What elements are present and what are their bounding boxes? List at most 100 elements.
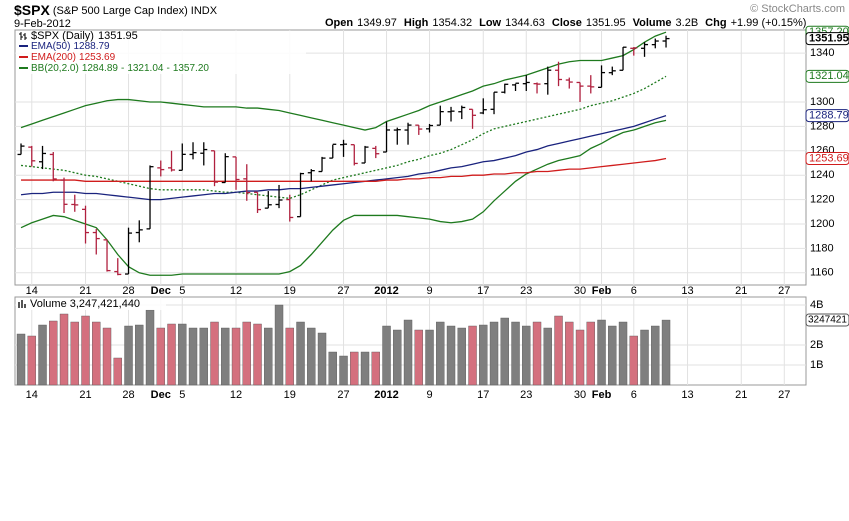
y-tick-label: 1160	[810, 267, 834, 279]
volume-bar	[554, 315, 563, 386]
y-tick-label: 4B	[810, 299, 823, 311]
change-label: Chg	[705, 17, 726, 29]
legend-value: 1357.20	[173, 63, 210, 74]
volume-bar	[597, 319, 606, 386]
y-tick-label: 1280	[810, 120, 834, 132]
legend-ema200: EMA(200) 1253.69	[31, 52, 116, 63]
volume-bar	[156, 327, 165, 386]
last-value-label: 3247421	[808, 315, 847, 326]
y-tick-label: 1200	[810, 218, 834, 230]
subtitle: (S&P 500 Large Cap Index)	[53, 5, 188, 17]
legend-separator: -	[121, 63, 124, 74]
volume-bar	[92, 321, 101, 386]
volume-bar	[457, 327, 466, 386]
x-tick-label: 21	[79, 389, 91, 401]
x-tick-label: 28	[122, 389, 134, 401]
volume-bar	[253, 323, 262, 386]
volume-bar	[145, 309, 155, 386]
x-tick-label: 30	[574, 389, 586, 401]
last-value-label: 1253.69	[809, 152, 849, 164]
volume-title: Volume	[30, 298, 67, 310]
volume-label: Volume	[633, 17, 672, 29]
volume-bar	[543, 327, 552, 386]
x-tick-label: 14	[26, 389, 38, 401]
x-tick-label: 28	[122, 285, 134, 297]
x-tick-label: 9	[426, 285, 432, 297]
last-value-box	[805, 109, 849, 123]
last-value-label: 1288.79	[809, 110, 849, 122]
x-tick-label: 17	[477, 285, 489, 297]
volume-bar	[210, 321, 219, 386]
x-tick-label: Dec	[151, 389, 171, 401]
volume-bar	[586, 321, 595, 386]
volume-bar	[382, 325, 391, 386]
last-value-box	[805, 151, 849, 165]
volume-bar	[296, 321, 305, 386]
volume-bar	[274, 304, 284, 386]
legend-name: EMA(200)	[31, 52, 76, 63]
quote-line: Open 1349.97 High 1354.32 Low 1344.63 Close 135…	[325, 17, 806, 29]
y-tick-label: 1300	[810, 96, 834, 108]
x-tick-label: 2012	[374, 389, 398, 401]
volume-bar	[49, 320, 58, 386]
x-tick-label: 21	[735, 389, 747, 401]
volume-bar	[565, 321, 574, 386]
high-label: High	[404, 17, 429, 29]
volume-bar	[500, 317, 509, 386]
legend-price: $SPX (Daily) 1351.95	[31, 30, 138, 42]
high-value: 1354.32	[432, 17, 472, 29]
y-tick-label: 1240	[810, 169, 834, 181]
volume-bar	[188, 327, 198, 386]
legend-separator: -	[166, 63, 169, 74]
volume-bar	[522, 325, 531, 386]
volume-icon	[18, 300, 26, 308]
x-tick-label: 23	[520, 285, 532, 297]
volume-last: 3,247,421,440	[70, 298, 140, 310]
x-tick-label: 21	[735, 285, 747, 297]
last-value-label: 1321.04	[809, 70, 849, 82]
volume-bar	[651, 325, 660, 386]
volume-bar	[425, 329, 434, 386]
legend-value: 1321.04	[127, 63, 164, 74]
volume-bar	[629, 335, 638, 386]
volume-bar	[640, 329, 649, 386]
bb-middle	[20, 75, 667, 200]
volume-bar	[167, 323, 176, 386]
x-tick-label: 17	[477, 389, 489, 401]
last-value-box	[805, 69, 849, 83]
x-tick-label: Feb	[592, 389, 612, 401]
volume-bar	[468, 325, 477, 386]
last-value-label: 1351.95	[809, 33, 849, 45]
volume-bar	[221, 327, 230, 386]
volume-bar	[178, 323, 187, 386]
legend-name: $SPX (Daily)	[31, 30, 94, 42]
volume-bar	[532, 321, 542, 386]
date: 9-Feb-2012	[14, 18, 71, 30]
y-tick-label: 1B	[810, 359, 823, 371]
x-tick-label: 30	[574, 285, 586, 297]
legend: $SPX (Daily) 1351.95 EMA(50) 1288.79 EMA(2…	[16, 30, 306, 310]
volume-bar	[328, 351, 337, 386]
header-title: $SPX (S&P 500 Large Cap Index) INDX	[14, 2, 218, 18]
volume-bar	[264, 327, 273, 386]
close-label: Close	[552, 17, 582, 29]
volume-bar	[124, 325, 133, 386]
x-tick-label: 13	[681, 389, 693, 401]
volume-bar	[350, 351, 359, 386]
volume-bar	[59, 313, 69, 386]
symbol: $SPX	[14, 2, 50, 18]
volume-bar	[360, 351, 370, 386]
volume-value: 3.2B	[676, 17, 699, 29]
volume-bar	[199, 327, 208, 386]
legend-value: 1253.69	[79, 52, 116, 63]
legend-ema50: EMA(50) 1288.79	[31, 41, 110, 52]
x-tick-label: 23	[520, 389, 532, 401]
volume-bar	[371, 351, 380, 386]
y-tick-label: 1180	[810, 242, 834, 254]
last-value-box	[805, 32, 849, 46]
y-tick-label: 2B	[810, 339, 823, 351]
y-tick-label: 1340	[810, 47, 834, 59]
volume-legend-bg	[16, 298, 166, 310]
x-tick-label: 6	[631, 389, 637, 401]
